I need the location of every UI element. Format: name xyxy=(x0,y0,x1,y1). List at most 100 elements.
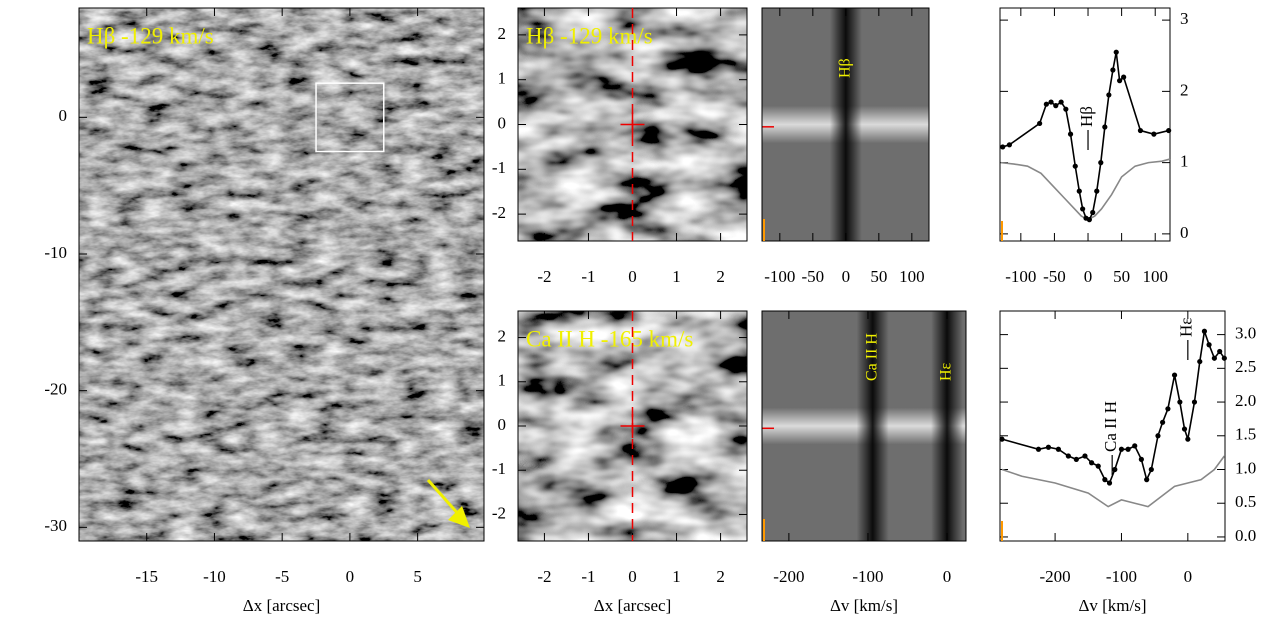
profile-point xyxy=(1181,426,1188,432)
profile-point xyxy=(1138,456,1144,462)
y-tick-label: 0 xyxy=(1180,223,1189,242)
spectrum-line xyxy=(856,311,889,541)
y-tick-label: 3.0 xyxy=(1235,324,1256,343)
y-tick-label: -2 xyxy=(492,203,506,222)
crosshair xyxy=(620,112,645,137)
y-tick-label: 2.5 xyxy=(1235,357,1256,376)
y-tick-label: 1.5 xyxy=(1235,425,1256,444)
profile-point xyxy=(1102,124,1108,130)
y-tick-label: -20 xyxy=(44,380,67,399)
y-tick-label: 2 xyxy=(1180,80,1189,99)
panel-title: Hβ -129 km/s xyxy=(526,23,653,48)
profile-point xyxy=(1221,355,1227,361)
x-tick-label: -100 xyxy=(764,267,795,286)
profile-point xyxy=(1094,188,1100,194)
x-tick-label: 100 xyxy=(899,267,925,286)
profile-point xyxy=(1076,188,1082,194)
profile-point xyxy=(1043,101,1049,107)
profile-point xyxy=(1072,163,1078,169)
profile-line xyxy=(1000,158,1171,221)
x-tick-label: 0 xyxy=(628,567,637,586)
y-tick-label: -1 xyxy=(492,158,506,177)
profile-point xyxy=(1185,436,1191,442)
x-axis-label: Δx [arcsec] xyxy=(594,596,671,615)
y-tick-label: 2 xyxy=(498,24,507,43)
frame xyxy=(761,310,967,542)
profile-point xyxy=(1037,120,1043,127)
annotation-label: Ca II H xyxy=(1101,401,1120,452)
x-tick-label: -50 xyxy=(801,267,824,286)
profile-point xyxy=(1113,49,1119,55)
profile-point xyxy=(1095,463,1101,469)
profile-point xyxy=(1171,372,1178,378)
profile-point xyxy=(1117,78,1123,84)
profile-line xyxy=(1002,52,1169,221)
profile-point xyxy=(1148,466,1154,473)
x-tick-label: 50 xyxy=(1113,267,1130,286)
profile-point xyxy=(1006,142,1013,148)
x-tick-label: 0 xyxy=(842,267,851,286)
x-tick-label: -2 xyxy=(537,267,551,286)
profile-point xyxy=(1165,406,1171,412)
profile-point xyxy=(1125,446,1131,452)
profile-point xyxy=(1166,127,1172,134)
x-tick-label: 2 xyxy=(716,267,725,286)
profile-point xyxy=(1197,358,1203,365)
x-tick-label: -1 xyxy=(581,267,595,286)
x-tick-label: -5 xyxy=(275,567,289,586)
profile-point xyxy=(1086,217,1092,223)
profile-point xyxy=(1132,443,1138,449)
x-tick-label: -2 xyxy=(537,567,551,586)
y-tick-label: 1 xyxy=(498,69,507,88)
x-axis-label: Δv [km/s] xyxy=(1078,596,1146,615)
profile-point xyxy=(1053,103,1059,109)
line-label: Ca II H xyxy=(863,333,880,381)
annotation-label: Hβ xyxy=(1077,106,1096,127)
x-tick-label: -15 xyxy=(135,567,158,586)
profile-point xyxy=(1191,399,1198,405)
x-tick-label: 0 xyxy=(1084,267,1093,286)
profile-point xyxy=(1201,328,1208,334)
profile-line xyxy=(1001,455,1225,508)
y-tick-label: 0 xyxy=(498,415,507,434)
x-axis-label: Δx [arcsec] xyxy=(243,596,320,615)
frame xyxy=(999,7,1171,242)
profile-point xyxy=(1177,399,1183,405)
y-tick-label: -30 xyxy=(44,516,67,535)
profile-point xyxy=(1110,67,1116,73)
profile-point xyxy=(1082,453,1088,459)
x-tick-label: -100 xyxy=(1005,267,1036,286)
profile-point xyxy=(1211,355,1217,361)
y-tick-label: 1 xyxy=(498,371,507,390)
profile-point xyxy=(1098,160,1104,166)
spectrum-line xyxy=(829,8,862,241)
profile-point xyxy=(1067,131,1074,137)
profile-point xyxy=(1080,206,1086,212)
profile-point xyxy=(1055,446,1062,452)
y-tick-label: 0 xyxy=(498,113,507,132)
x-tick-label: -100 xyxy=(1106,567,1137,586)
x-tick-label: 1 xyxy=(672,567,681,586)
y-tick-label: -10 xyxy=(44,243,67,262)
y-tick-label: -2 xyxy=(492,503,506,522)
x-tick-label: 1 xyxy=(672,267,681,286)
profile-point xyxy=(1073,456,1079,462)
profile-point xyxy=(1045,444,1052,450)
y-tick-label: 0 xyxy=(59,106,68,125)
profile-point xyxy=(1090,209,1096,216)
arrow-head xyxy=(448,506,470,528)
x-tick-label: 0 xyxy=(628,267,637,286)
arrow xyxy=(426,479,462,517)
profile-point xyxy=(1102,477,1108,483)
frame xyxy=(78,7,485,542)
y-tick-label: 2.0 xyxy=(1235,391,1256,410)
profile-point xyxy=(1144,477,1150,483)
profile-point xyxy=(1063,106,1069,112)
x-tick-label: 2 xyxy=(716,567,725,586)
profile-point xyxy=(1160,419,1166,425)
y-tick-label: 2 xyxy=(498,326,507,345)
x-tick-label: -200 xyxy=(1040,567,1071,586)
annotation-label: Hε xyxy=(1177,318,1196,337)
x-tick-label: 0 xyxy=(943,567,952,586)
